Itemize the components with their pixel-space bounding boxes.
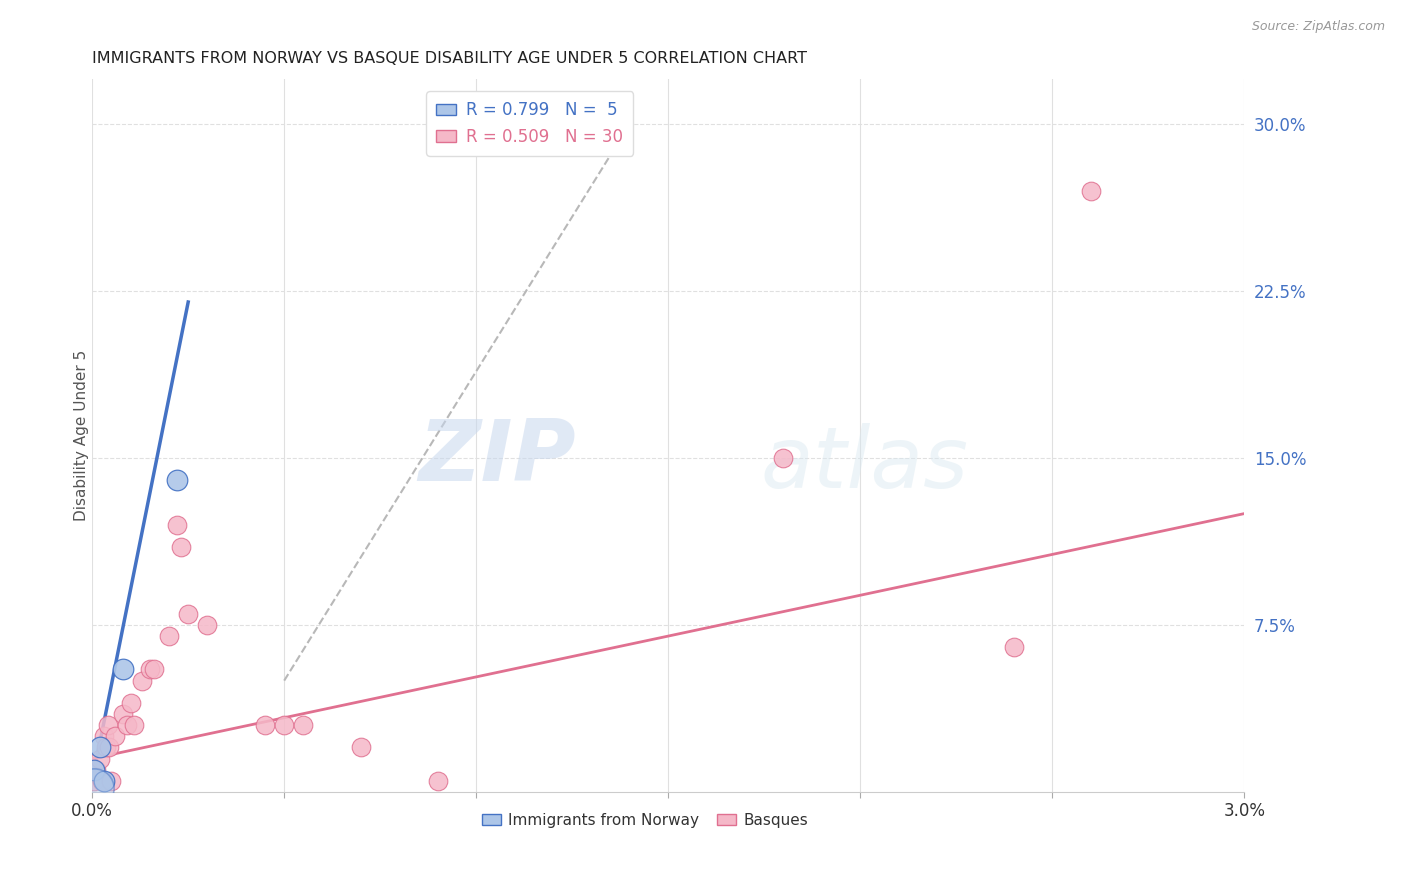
Point	[426, 773, 449, 788]
Point	[83, 780, 105, 795]
Point	[253, 718, 276, 732]
Point	[93, 729, 115, 743]
Point	[104, 729, 127, 743]
Point	[84, 763, 107, 777]
Point	[197, 618, 219, 632]
Point	[166, 517, 188, 532]
Point	[83, 763, 105, 777]
Point	[89, 751, 111, 765]
Point	[177, 607, 200, 621]
Text: Source: ZipAtlas.com: Source: ZipAtlas.com	[1251, 20, 1385, 33]
Text: atlas: atlas	[761, 423, 969, 506]
Point	[292, 718, 315, 732]
Point	[115, 718, 138, 732]
Point	[120, 696, 142, 710]
Text: ZIP: ZIP	[419, 416, 576, 499]
Point	[772, 450, 794, 465]
Point	[273, 718, 295, 732]
Point	[111, 706, 134, 721]
Point	[131, 673, 153, 688]
Y-axis label: Disability Age Under 5: Disability Age Under 5	[73, 350, 89, 521]
Point	[157, 629, 180, 643]
Point	[89, 740, 111, 755]
Point	[166, 473, 188, 487]
Point	[94, 740, 117, 755]
Point	[83, 773, 105, 788]
Point	[111, 663, 134, 677]
Point	[1080, 184, 1102, 198]
Point	[142, 663, 165, 677]
Point	[98, 740, 121, 755]
Point	[350, 740, 373, 755]
Text: IMMIGRANTS FROM NORWAY VS BASQUE DISABILITY AGE UNDER 5 CORRELATION CHART: IMMIGRANTS FROM NORWAY VS BASQUE DISABIL…	[93, 51, 807, 66]
Point	[90, 773, 112, 788]
Point	[139, 663, 162, 677]
Point	[100, 773, 122, 788]
Legend: Immigrants from Norway, Basques: Immigrants from Norway, Basques	[477, 807, 814, 834]
Point	[1002, 640, 1025, 655]
Point	[124, 718, 146, 732]
Point	[96, 718, 118, 732]
Point	[93, 773, 115, 788]
Point	[169, 540, 191, 554]
